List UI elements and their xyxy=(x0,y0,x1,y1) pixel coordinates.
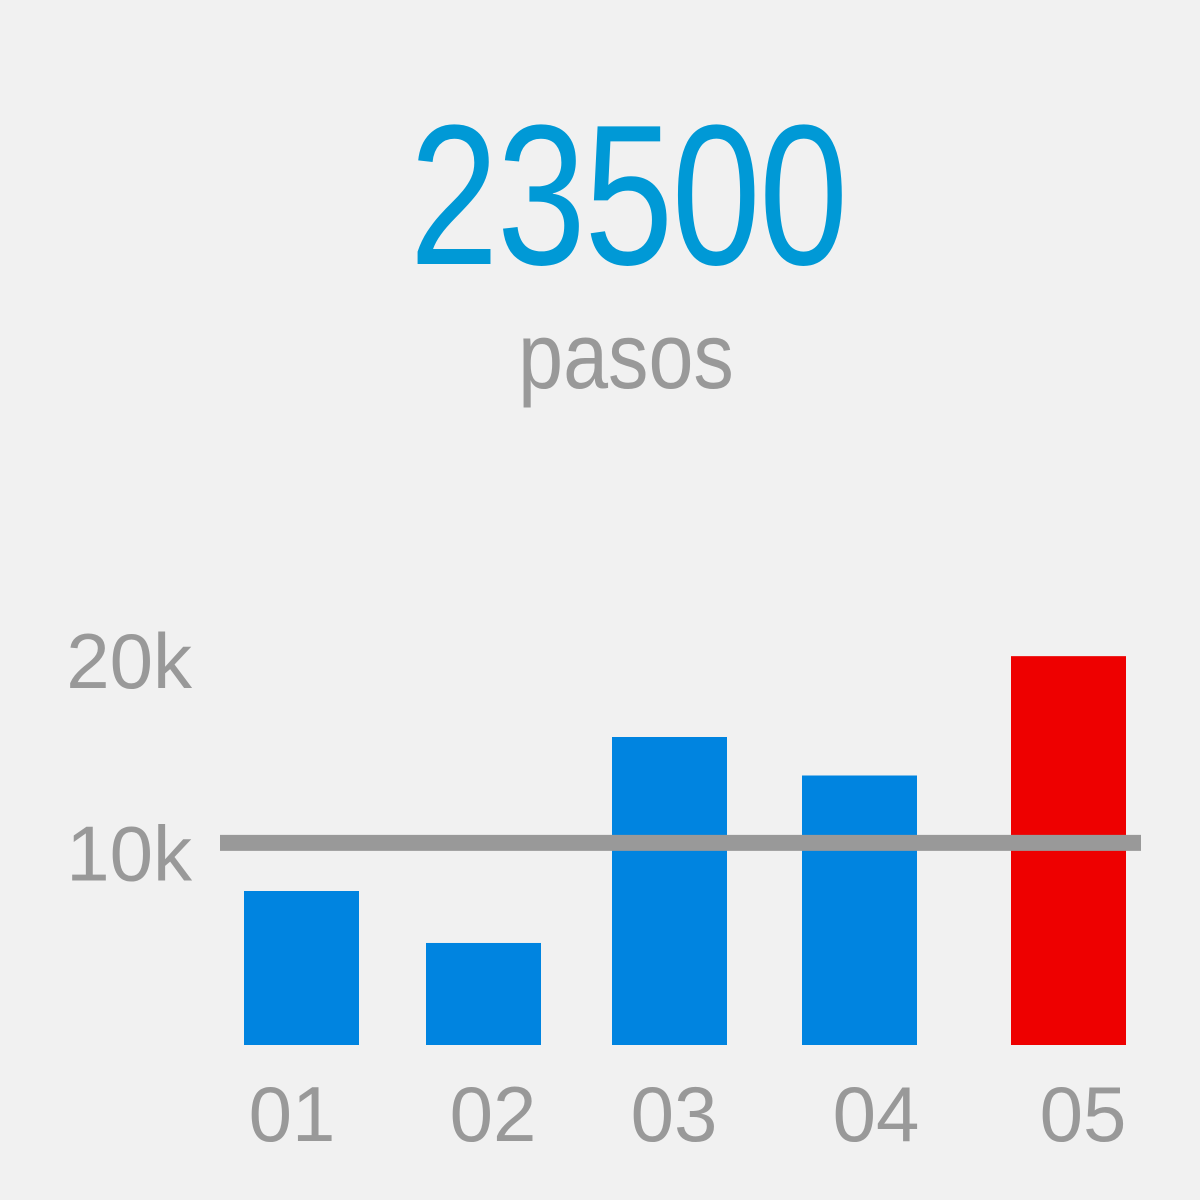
x-tick-label-04: 04 xyxy=(833,1070,920,1158)
bar-04 xyxy=(802,775,917,1045)
x-axis-ticks: 01 02 03 04 05 xyxy=(249,1070,1127,1158)
step-summary: 23500 pasos xyxy=(0,0,1200,420)
y-axis-ticks: 10k 20k xyxy=(66,617,193,898)
x-tick-label-02: 02 xyxy=(450,1070,537,1158)
bar-02 xyxy=(426,942,541,1045)
bar-01 xyxy=(244,891,359,1045)
y-tick-label-10k: 10k xyxy=(66,810,193,898)
x-tick-label-01: 01 xyxy=(249,1070,336,1158)
bars-layer xyxy=(244,656,1126,1045)
step-unit-label: pasos xyxy=(518,303,734,408)
step-count: 23500 xyxy=(409,84,849,307)
y-tick-label-20k: 20k xyxy=(66,617,193,705)
bar-03 xyxy=(612,737,727,1045)
x-tick-label-03: 03 xyxy=(631,1070,718,1158)
x-tick-label-05: 05 xyxy=(1040,1070,1127,1158)
